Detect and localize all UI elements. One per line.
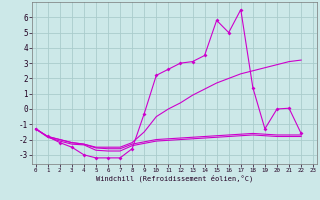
X-axis label: Windchill (Refroidissement éolien,°C): Windchill (Refroidissement éolien,°C) [96,175,253,182]
